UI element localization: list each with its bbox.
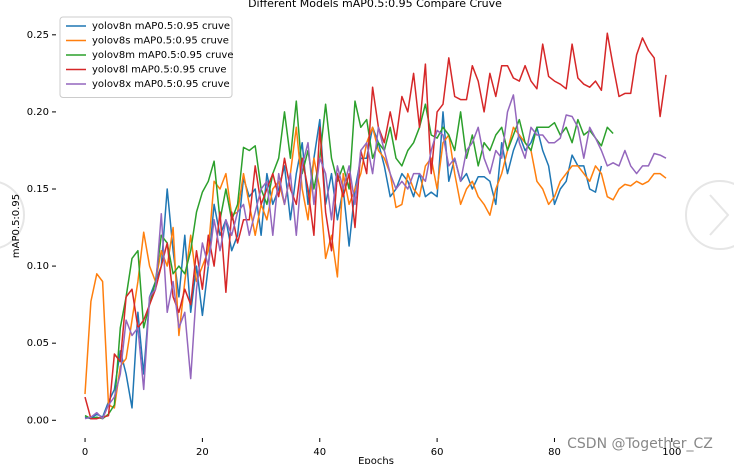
series-line [84, 32, 667, 420]
y-axis-label: mAP0.5:0.95 [11, 194, 22, 258]
y-tick-label: 0.00 [27, 415, 49, 426]
viewer-prev[interactable] [0, 181, 25, 249]
chart-title: Different Models mAP0.5:0.95 Compare Cru… [248, 0, 502, 10]
legend-label: yolov8x mAP0.5:0.95 cruve [92, 79, 230, 90]
legend-label: yolov8s mAP0.5:0.95 cruve [92, 36, 229, 47]
line [84, 126, 667, 409]
x-tick-label: 80 [548, 447, 561, 458]
viewer-next-arrow [709, 194, 730, 236]
y-tick-label: 0.15 [27, 184, 49, 195]
y-tick-label: 0.10 [27, 261, 49, 272]
legend-box [59, 16, 233, 98]
series-line [84, 111, 603, 420]
line [84, 94, 667, 420]
line [84, 32, 667, 420]
line [84, 100, 614, 420]
watermark: CSDN @Together_CZ [567, 436, 713, 452]
series-line [84, 126, 667, 409]
legend-label: yolov8m mAP0.5:0.95 cruve [92, 50, 233, 61]
y-tick-label: 0.20 [27, 107, 49, 118]
legend-label: yolov8n mAP0.5:0.95 cruve [92, 21, 230, 32]
viewer-next[interactable] [685, 180, 734, 250]
legend-label: yolov8l mAP0.5:0.95 cruve [92, 65, 227, 76]
x-tick-label: 40 [313, 447, 326, 458]
legend: yolov8n mAP0.5:0.95 cruve yolov8s mAP0.5:… [59, 16, 233, 98]
y-tick-label: 0.05 [27, 338, 49, 349]
x-tick-label: 100 [662, 447, 681, 458]
series-line [84, 100, 614, 420]
x-tick-label: 20 [196, 447, 209, 458]
x-axis-label: Epochs [358, 456, 394, 464]
series-line [84, 94, 667, 420]
x-tick-label: 0 [82, 447, 88, 458]
y-tick-label: 0.25 [27, 30, 49, 41]
line [84, 111, 603, 420]
x-tick-label: 60 [431, 447, 444, 458]
